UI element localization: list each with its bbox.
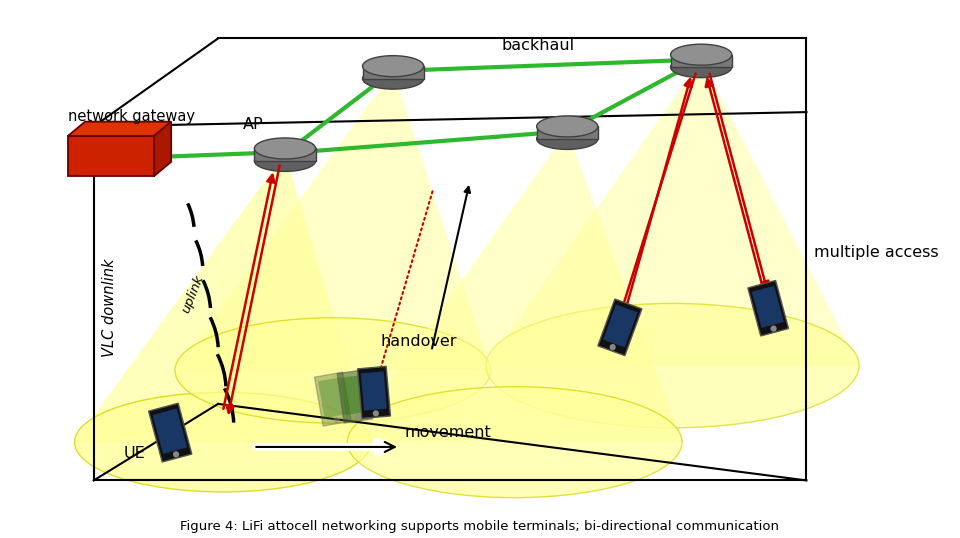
Circle shape [373,411,378,416]
Ellipse shape [537,129,598,150]
Polygon shape [153,408,187,454]
Polygon shape [363,66,423,79]
Polygon shape [68,136,154,176]
Text: Figure 4: LiFi attocell networking supports mobile terminals; bi-directional com: Figure 4: LiFi attocell networking suppo… [180,520,780,533]
Polygon shape [341,375,369,415]
Circle shape [611,345,615,350]
Ellipse shape [75,392,372,492]
Text: backhaul: backhaul [502,38,575,53]
Ellipse shape [363,55,423,77]
Ellipse shape [671,56,732,77]
Text: UE: UE [124,446,146,461]
Polygon shape [337,370,372,423]
Polygon shape [75,153,372,442]
Text: uplink: uplink [179,273,205,315]
Text: VLC downlink: VLC downlink [103,259,117,357]
Circle shape [771,326,776,331]
Polygon shape [318,377,348,418]
Polygon shape [254,148,316,161]
Text: movement: movement [404,425,492,440]
Polygon shape [357,366,391,419]
Circle shape [174,452,179,457]
Text: network gateway: network gateway [68,109,195,124]
Circle shape [355,415,360,420]
Polygon shape [537,126,598,139]
Text: AP: AP [243,117,264,132]
Ellipse shape [486,303,859,428]
Polygon shape [752,286,783,328]
Ellipse shape [537,116,598,137]
Ellipse shape [254,150,316,172]
Ellipse shape [363,68,423,89]
Polygon shape [598,299,642,356]
Polygon shape [603,305,637,348]
Polygon shape [314,372,351,426]
Ellipse shape [175,318,491,423]
Polygon shape [748,280,788,336]
Ellipse shape [254,138,316,159]
Polygon shape [361,371,387,410]
Text: handover: handover [381,334,457,349]
Text: multiple access: multiple access [814,245,939,260]
Ellipse shape [671,44,732,65]
Polygon shape [175,71,491,371]
Polygon shape [68,122,171,136]
Circle shape [334,417,339,422]
Polygon shape [149,403,192,462]
Polygon shape [154,122,171,176]
Polygon shape [348,131,682,442]
Polygon shape [671,55,732,67]
Polygon shape [486,60,859,366]
Ellipse shape [348,387,682,498]
